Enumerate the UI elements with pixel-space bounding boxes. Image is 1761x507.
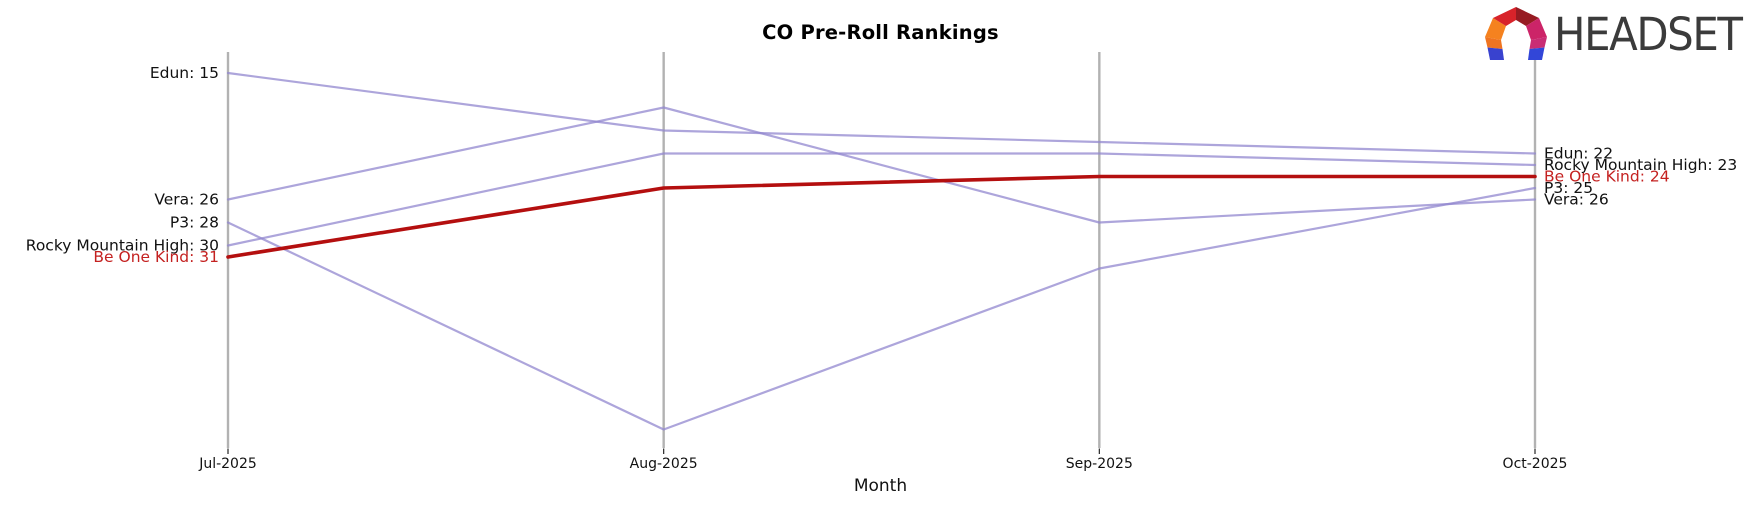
headset-logo-icon: [1485, 7, 1548, 60]
x-axis-title: Month: [853, 476, 908, 496]
series-line-be-one-kind: [226, 174, 1537, 259]
headset-logo: HEADSET: [1485, 7, 1756, 61]
month-tick-label: Aug-2025: [630, 456, 698, 472]
series-line-p3: [226, 186, 1537, 431]
series-line-vera: [226, 106, 1537, 224]
series-left-label: Be One Kind: 31: [93, 248, 219, 266]
series-left-label: P3: 28: [170, 214, 219, 232]
series-right-label: Rocky Mountain High: 23: [1544, 156, 1737, 174]
headset-wordmark: HEADSET: [1554, 7, 1743, 61]
month-tick-label: Sep-2025: [1066, 456, 1133, 472]
series-right-label: Be One Kind: 24: [1544, 168, 1670, 186]
chart-title: CO Pre-Roll Rankings: [762, 21, 999, 44]
series-line-edun: [226, 71, 1537, 155]
series-right-label: P3: 25: [1544, 179, 1593, 197]
series-line-rocky-mountain-high: [226, 152, 1537, 247]
series-right-label: Edun: 22: [1544, 145, 1613, 163]
month-tick-label: Oct-2025: [1503, 456, 1568, 472]
series-right-label: Vera: 26: [1544, 191, 1609, 209]
series-left-label: Rocky Mountain High: 30: [26, 237, 219, 255]
month-tick-label: Jul-2025: [198, 456, 257, 472]
series-left-label: Edun: 15: [150, 64, 219, 82]
series-left-label: Vera: 26: [154, 191, 219, 209]
